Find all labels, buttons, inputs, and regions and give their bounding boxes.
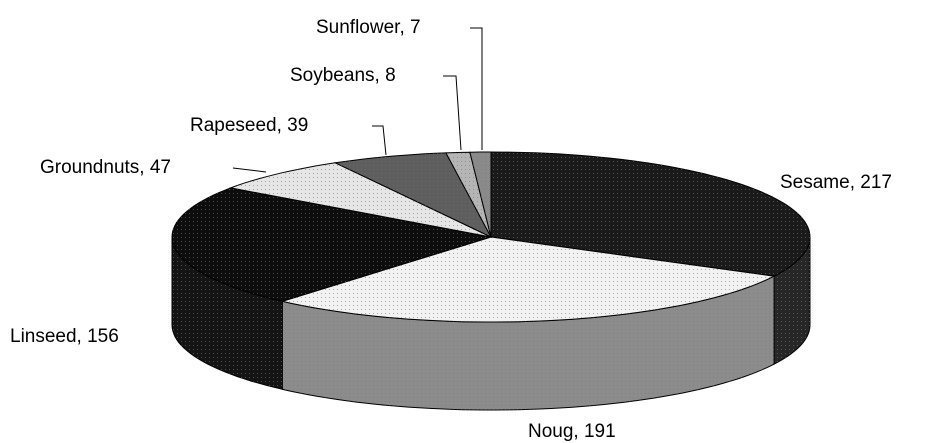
leader-line <box>232 167 267 173</box>
leader-line <box>443 75 462 151</box>
slice-label: Rapeseed, 39 <box>190 115 308 136</box>
slice-label: Noug, 191 <box>528 421 616 442</box>
leader-line <box>372 125 387 156</box>
slice-label: Groundnuts, 47 <box>40 157 171 178</box>
slice-texture <box>491 152 810 277</box>
slice-label: Soybeans, 8 <box>290 65 396 86</box>
slice-label: Sunflower, 7 <box>316 17 421 38</box>
leader-line <box>470 27 483 150</box>
slice-side-texture <box>774 237 810 365</box>
slice-texture <box>445 152 491 237</box>
slice-texture <box>282 237 774 322</box>
slice-texture <box>172 187 491 302</box>
slice-texture <box>230 162 491 237</box>
slice-side-texture <box>282 276 774 410</box>
slice-side-texture <box>172 237 283 390</box>
slice-label: Linseed, 156 <box>10 326 119 347</box>
slice-label: Sesame, 217 <box>780 172 892 193</box>
slice-texture <box>335 152 491 237</box>
slice-texture <box>469 152 491 237</box>
